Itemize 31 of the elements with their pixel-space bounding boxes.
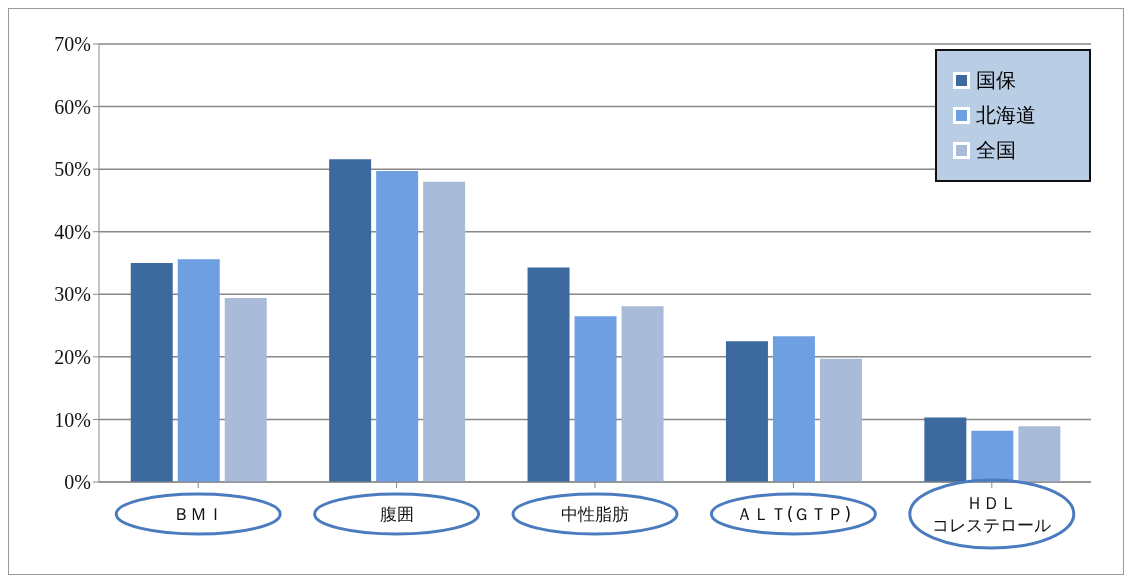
bar xyxy=(971,430,1014,482)
x-tick-label: 腹囲 xyxy=(379,504,414,524)
x-tick-label: ＢＭＩ xyxy=(172,504,224,524)
x-tick-label: 中性脂肪 xyxy=(561,504,629,524)
x-tick-label: ＡＬＴ(ＧＴＰ) xyxy=(735,504,852,524)
y-tick-label: 30% xyxy=(54,283,91,306)
legend-label: 全国 xyxy=(976,137,1016,164)
y-tick-label: 40% xyxy=(54,220,91,243)
bar xyxy=(772,336,815,482)
x-tick-label: ＨＤＬコレステロール xyxy=(932,493,1052,535)
bar xyxy=(130,263,173,482)
y-tick-label: 20% xyxy=(54,345,91,368)
bar xyxy=(527,267,570,482)
y-tick-label: 0% xyxy=(64,471,91,494)
y-tick-label: 10% xyxy=(54,408,91,431)
bar xyxy=(1018,426,1061,482)
legend-label: 北海道 xyxy=(976,102,1036,129)
bar xyxy=(924,417,967,482)
bar xyxy=(423,181,466,482)
bar xyxy=(725,341,768,482)
bar xyxy=(819,358,862,482)
bar xyxy=(177,259,220,482)
legend-label: 国保 xyxy=(976,67,1016,94)
y-tick-label: 50% xyxy=(54,158,91,181)
y-tick-label: 60% xyxy=(54,95,91,118)
bar xyxy=(621,306,664,482)
y-tick-label: 70% xyxy=(54,33,91,56)
bar xyxy=(376,171,419,482)
bar xyxy=(224,298,267,482)
bar xyxy=(574,316,617,482)
bar xyxy=(329,159,372,482)
